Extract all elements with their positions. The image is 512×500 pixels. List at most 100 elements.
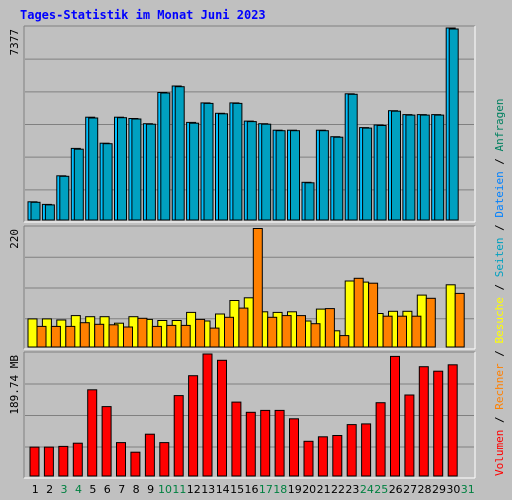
bar-rechner-day-12: [195, 318, 206, 348]
bar-besuche-day-1: [27, 318, 38, 348]
day-label-29: 29: [432, 483, 446, 496]
bar-besuche-day-30: [445, 284, 456, 348]
bar-volumen-day-20: [303, 440, 314, 477]
bar-volumen-day-2: [43, 446, 54, 477]
legend-separator: /: [493, 218, 506, 238]
legend-item-besuche: Besuche: [493, 297, 506, 343]
bar-volumen-day-25: [375, 402, 386, 477]
bar-volumen-day-10: [159, 442, 170, 477]
day-label-2: 2: [46, 483, 53, 496]
bar-volumen-day-18: [274, 409, 285, 477]
bar-dateien-day-6: [102, 143, 113, 221]
legend-separator: /: [493, 151, 506, 171]
bar-dateien-day-10: [160, 92, 171, 221]
day-label-3: 3: [61, 483, 68, 496]
bar-dateien-day-13: [203, 102, 214, 221]
chart-panels: 7377 220 189.74 MB: [8, 25, 476, 479]
bar-volumen-day-17: [260, 409, 271, 477]
bar-rechner-day-7: [123, 326, 133, 348]
day-label-19: 19: [288, 483, 302, 496]
panel-bottom: 189.74 MB: [8, 351, 476, 479]
bar-rechner-day-17: [267, 316, 278, 348]
legend-separator: /: [493, 277, 506, 297]
day-label-11: 11: [172, 483, 186, 496]
day-label-25: 25: [374, 483, 388, 496]
bar-dateien-day-28: [419, 114, 430, 221]
bar-dateien-day-15: [232, 102, 243, 221]
bar-volumen-day-3: [58, 445, 69, 477]
legend-item-rechner: Rechner: [493, 363, 506, 410]
bar-rechner-day-20: [310, 323, 321, 348]
bar-dateien-day-21: [318, 130, 329, 221]
bar-dateien-day-23: [347, 93, 358, 221]
legend-separator: /: [493, 410, 506, 430]
bar-rechner-day-3: [65, 325, 76, 348]
bar-rechner-day-5: [94, 323, 105, 348]
day-label-18: 18: [273, 483, 287, 496]
day-label-24: 24: [360, 483, 374, 496]
bar-dateien-day-2: [44, 204, 55, 221]
bar-volumen-day-26: [390, 355, 400, 477]
bar-dateien-day-20: [304, 182, 315, 221]
bar-rechner-day-15: [238, 307, 249, 348]
bar-rechner-day-9: [151, 325, 162, 348]
bar-volumen-day-6: [101, 406, 112, 477]
bar-rechner-day-13: [209, 327, 220, 348]
bar-volumen-day-29: [433, 370, 444, 477]
bar-volumen-day-5: [87, 389, 98, 477]
day-label-20: 20: [302, 483, 316, 496]
bar-volumen-day-12: [188, 375, 199, 477]
bar-rechner-day-28: [425, 297, 436, 348]
bar-rechner-day-6: [108, 324, 119, 348]
bar-dateien-day-5: [88, 117, 99, 221]
legend-item-seiten: Seiten: [493, 238, 506, 278]
bar-rechner-day-8: [137, 317, 148, 348]
day-label-30: 30: [446, 483, 460, 496]
bar-dateien-day-7: [117, 117, 127, 221]
bar-volumen-day-24: [361, 423, 372, 477]
bar-rechner-day-23: [353, 277, 364, 348]
bar-dateien-day-29: [434, 114, 445, 221]
bar-volumen-day-15: [231, 401, 242, 477]
bar-dateien-day-17: [261, 123, 272, 221]
day-label-4: 4: [75, 483, 82, 496]
bar-dateien-day-24: [362, 127, 373, 221]
day-label-8: 8: [133, 483, 140, 496]
day-label-13: 13: [201, 483, 215, 496]
day-label-5: 5: [89, 483, 96, 496]
day-label-27: 27: [403, 483, 417, 496]
bar-rechner-day-1: [36, 325, 47, 348]
bar-volumen-day-9: [144, 433, 155, 477]
bar-dateien-day-19: [290, 130, 300, 221]
day-label-1: 1: [32, 483, 39, 496]
bar-rechner-day-21: [324, 308, 335, 348]
day-label-26: 26: [389, 483, 403, 496]
bar-rechner-day-22: [339, 335, 350, 348]
day-label-23: 23: [345, 483, 359, 496]
bar-dateien-day-3: [59, 175, 70, 221]
bar-rechner-day-19: [296, 315, 306, 348]
bar-dateien-day-8: [131, 118, 142, 221]
legend-item-volumen: Volumen: [493, 430, 506, 476]
bar-dateien-day-1: [30, 201, 41, 221]
bar-dateien-day-12: [189, 122, 200, 221]
bar-volumen-day-28: [418, 366, 429, 477]
bar-volumen-day-19: [289, 418, 299, 477]
day-axis-labels: 1 2 3 4 5 6 7 8 9 10 11 12 13 14 15 16 17 18 19 20 21 22 23 24 2…: [32, 483, 475, 496]
day-label-28: 28: [418, 483, 432, 496]
bar-rechner-day-30: [454, 292, 465, 348]
day-label-17: 17: [259, 483, 273, 496]
y-axis-max-label: 220: [8, 229, 21, 249]
bar-volumen-day-1: [29, 446, 40, 477]
bar-volumen-day-11: [173, 395, 184, 477]
bar-rechner-day-24: [368, 282, 379, 348]
bar-rechner-day-25: [382, 315, 393, 348]
day-label-21: 21: [317, 483, 331, 496]
day-label-7: 7: [118, 483, 125, 496]
panel-middle: 220: [8, 225, 476, 350]
bar-dateien-day-16: [246, 121, 257, 221]
bar-rechner-day-16: [252, 228, 263, 348]
bar-dateien-day-11: [174, 86, 185, 221]
